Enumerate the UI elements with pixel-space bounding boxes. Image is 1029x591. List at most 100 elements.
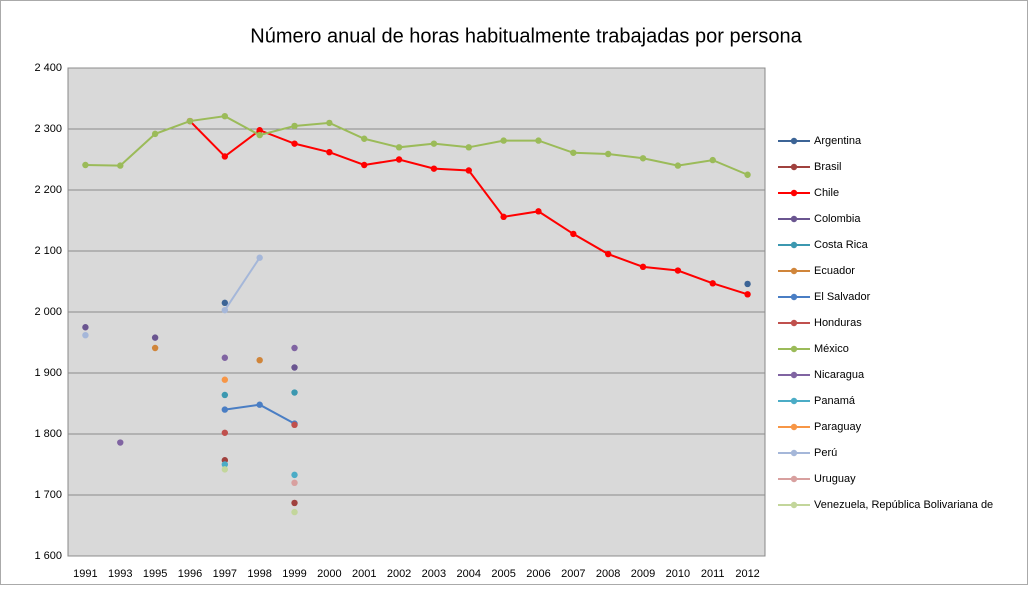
legend-label: Paraguay <box>814 421 862 433</box>
legend-marker <box>790 319 798 327</box>
point <box>291 421 298 429</box>
point <box>151 334 159 341</box>
point <box>82 161 89 169</box>
point <box>291 508 298 516</box>
point <box>221 299 229 307</box>
point <box>604 150 612 158</box>
x-tick-label: 2003 <box>422 568 446 580</box>
legend-marker <box>790 475 798 483</box>
point <box>221 406 229 413</box>
legend-label: Costa Rica <box>814 239 869 251</box>
x-tick-label: 2002 <box>387 568 411 580</box>
x-tick-label: 2012 <box>735 568 759 580</box>
x-tick-label: 2000 <box>317 568 341 580</box>
point <box>117 162 124 169</box>
point <box>151 130 159 138</box>
y-tick-label: 1 800 <box>34 428 62 440</box>
point <box>744 280 751 288</box>
legend-label: Ecuador <box>814 265 855 277</box>
x-tick-label: 2007 <box>561 568 585 580</box>
point <box>256 254 263 261</box>
point <box>395 156 403 163</box>
point <box>361 161 368 169</box>
point <box>465 167 472 174</box>
point <box>674 162 682 169</box>
legend-marker <box>790 163 798 171</box>
x-tick-label: 2008 <box>596 568 620 580</box>
y-tick-label: 1 600 <box>34 550 62 562</box>
point <box>256 131 263 139</box>
x-tick-label: 2006 <box>526 568 550 580</box>
point <box>221 306 229 314</box>
x-tick-label: 1998 <box>247 568 271 580</box>
x-tick-label: 2001 <box>352 568 376 580</box>
legend-marker <box>790 397 798 405</box>
point <box>291 389 298 396</box>
point <box>430 165 438 172</box>
legend-marker <box>790 501 798 509</box>
y-tick-label: 2 300 <box>34 123 62 135</box>
x-tick-label: 2005 <box>491 568 515 580</box>
point <box>82 324 89 331</box>
y-tick-label: 1 900 <box>34 367 62 379</box>
legend-marker <box>790 189 798 197</box>
x-tick-label: 1993 <box>108 568 132 580</box>
point <box>256 401 263 408</box>
point <box>221 461 229 468</box>
legend-label: Nicaragua <box>814 369 865 381</box>
y-tick-label: 2 200 <box>34 184 62 196</box>
x-tick-label: 1995 <box>143 568 167 580</box>
point <box>465 144 472 151</box>
x-tick-label: 2011 <box>701 568 725 580</box>
point <box>535 208 542 215</box>
x-tick-label: 1999 <box>282 568 306 580</box>
point <box>256 127 263 134</box>
x-tick-label: 2009 <box>631 568 655 580</box>
point <box>221 153 229 160</box>
point <box>291 499 298 507</box>
point <box>570 230 577 238</box>
legend-marker <box>790 293 798 301</box>
legend-marker <box>790 215 798 223</box>
x-tick-label: 1996 <box>178 568 202 580</box>
legend-marker <box>790 423 798 431</box>
x-tick-label: 2010 <box>666 568 690 580</box>
point <box>500 213 507 221</box>
legend-label: El Salvador <box>814 291 871 303</box>
point <box>291 344 298 352</box>
legend-label: Panamá <box>814 395 856 407</box>
legend-label: Argentina <box>814 135 862 147</box>
legend-label: Uruguay <box>814 473 856 485</box>
point <box>744 171 751 178</box>
legend-label: Venezuela, República Bolivariana de <box>814 499 993 511</box>
point <box>291 479 298 486</box>
point <box>117 439 124 446</box>
point <box>674 267 682 274</box>
point <box>291 364 298 371</box>
point <box>395 144 403 151</box>
legend-label: Brasil <box>814 161 842 173</box>
point <box>186 117 194 125</box>
legend-marker <box>790 267 798 275</box>
point <box>326 148 333 156</box>
point <box>291 140 298 147</box>
x-tick-label: 1991 <box>73 568 97 580</box>
point <box>221 466 229 473</box>
y-tick-label: 2 000 <box>34 306 62 318</box>
point <box>570 149 577 156</box>
legend-label: Perú <box>814 447 837 459</box>
point <box>221 429 229 436</box>
point <box>326 119 333 127</box>
x-tick-label: 2004 <box>457 568 481 580</box>
point <box>535 137 542 144</box>
series-line <box>85 115 748 176</box>
point <box>291 471 298 479</box>
legend-marker <box>790 449 798 457</box>
point <box>709 156 716 164</box>
point <box>639 155 647 162</box>
point <box>709 280 716 287</box>
point <box>604 250 612 258</box>
point <box>361 135 368 142</box>
point <box>500 137 507 144</box>
